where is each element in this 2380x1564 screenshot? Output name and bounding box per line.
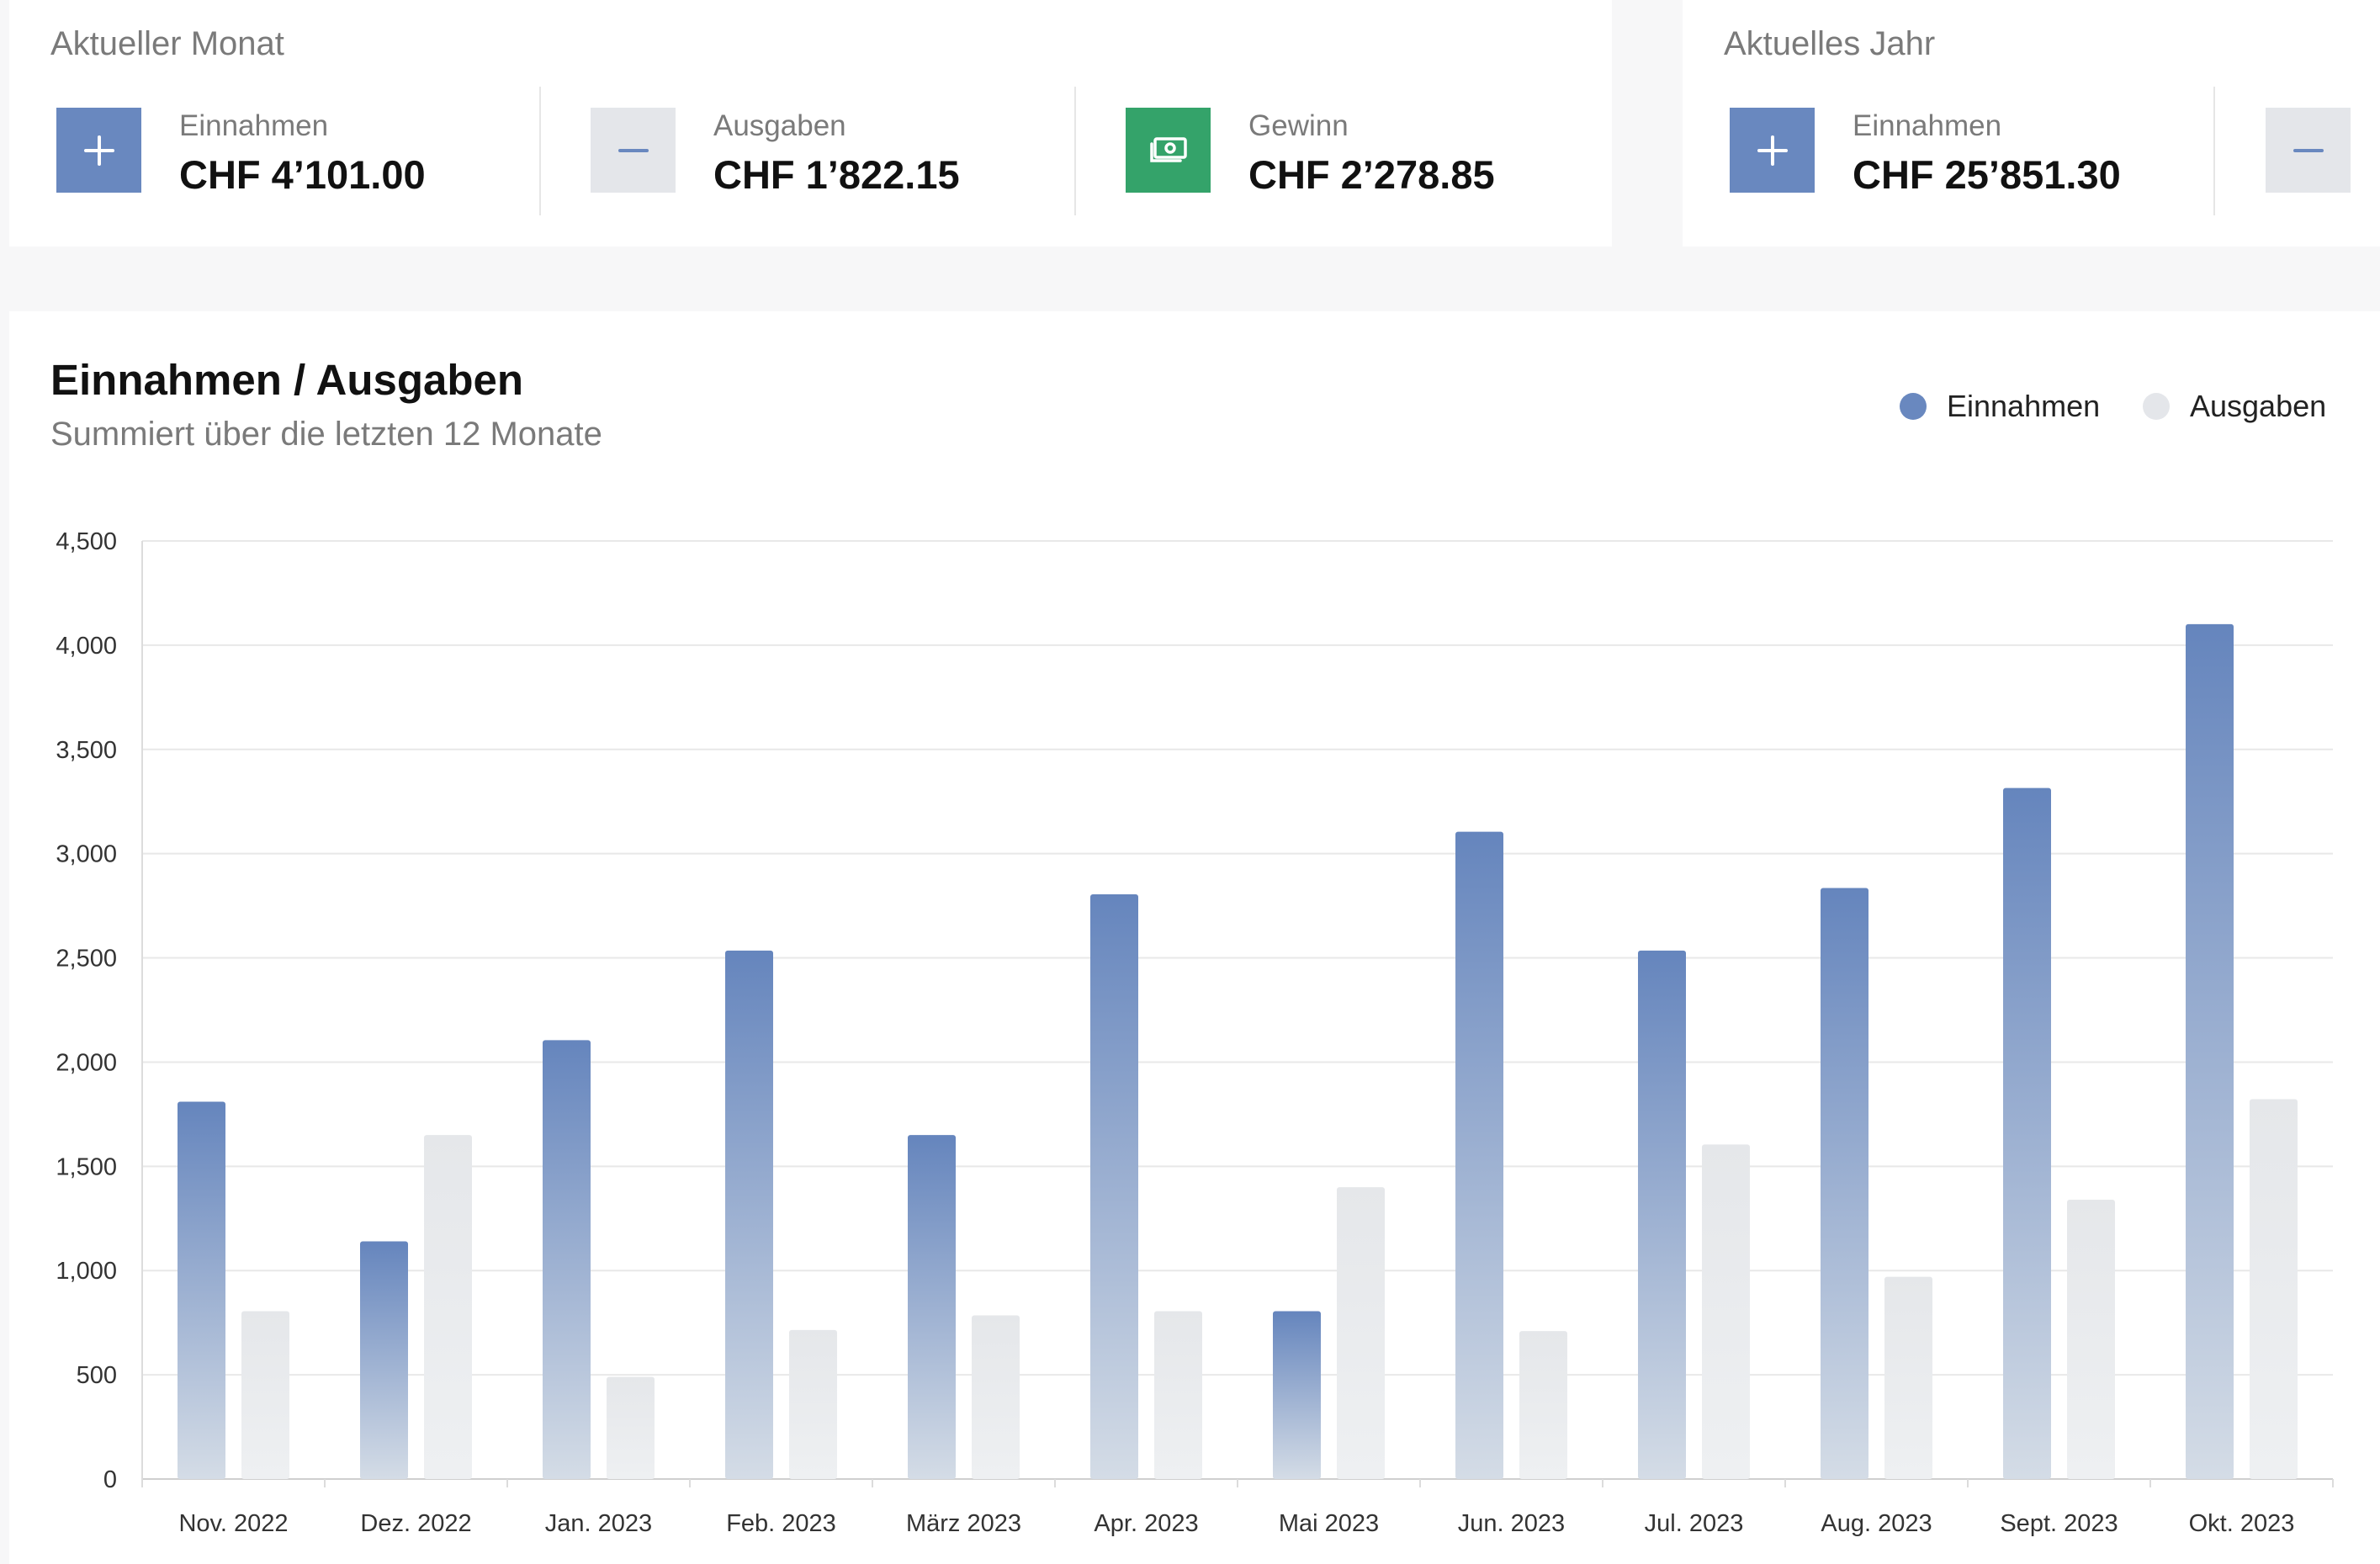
month-profit-stat: Gewinn CHF 2’278.85 (1126, 84, 1630, 217)
bar-expenses[interactable] (1884, 1276, 1932, 1479)
current-year-title: Aktuelles Jahr (1724, 25, 1936, 62)
month-expenses-value: CHF 1’822.15 (713, 152, 960, 197)
month-expenses-stat: Ausgaben CHF 1’822.15 (591, 84, 1095, 217)
plus-icon (1730, 108, 1815, 193)
bar-income[interactable] (725, 950, 773, 1479)
divider (539, 87, 541, 215)
minus-icon (591, 108, 676, 193)
y-tick-label: 0 (103, 1466, 117, 1493)
bar-expenses[interactable] (1702, 1144, 1750, 1479)
legend-dot-expenses (2143, 393, 2170, 420)
x-tick-label: Feb. 2023 (726, 1510, 836, 1537)
y-tick-label: 3,500 (56, 737, 117, 764)
y-tick-label: 1,000 (56, 1258, 117, 1285)
y-tick-label: 4,000 (56, 633, 117, 660)
year-income-value: CHF 25’851.30 (1853, 152, 2121, 197)
y-tick-label: 500 (77, 1362, 117, 1389)
bar-expenses[interactable] (424, 1135, 472, 1479)
legend-item-income[interactable]: Einnahmen (1900, 389, 2100, 424)
bar-income[interactable] (1638, 950, 1686, 1479)
bar-income[interactable] (360, 1241, 408, 1479)
x-tick-label: März 2023 (906, 1510, 1021, 1537)
legend-label-income: Einnahmen (1947, 389, 2101, 423)
bar-expenses[interactable] (972, 1315, 1020, 1479)
plus-icon (56, 108, 141, 193)
bar-income[interactable] (1273, 1311, 1321, 1479)
month-income-label: Einnahmen (179, 109, 329, 142)
legend-item-expenses[interactable]: Ausgaben (2143, 389, 2326, 424)
bar-expenses[interactable] (607, 1376, 655, 1479)
bar-expenses[interactable] (1519, 1331, 1567, 1479)
x-tick-label: Nov. 2022 (178, 1510, 288, 1537)
y-tick-label: 3,000 (56, 841, 117, 868)
x-tick-label: Mai 2023 (1279, 1510, 1379, 1537)
bar-income[interactable] (1821, 888, 1868, 1479)
divider (2213, 87, 2215, 215)
y-tick-label: 2,500 (56, 946, 117, 973)
month-profit-label: Gewinn (1248, 109, 1349, 142)
bar-income[interactable] (2003, 787, 2051, 1479)
x-tick-label: Jan. 2023 (545, 1510, 652, 1537)
divider (1074, 87, 1076, 215)
x-tick-label: Dez. 2022 (360, 1510, 471, 1537)
current-month-title: Aktueller Monat (50, 25, 284, 62)
bar-income[interactable] (1455, 831, 1503, 1479)
year-expenses-stat (2266, 84, 2380, 217)
x-tick-label: Okt. 2023 (2189, 1510, 2295, 1537)
bar-expenses[interactable] (241, 1311, 289, 1479)
y-tick-label: 2,000 (56, 1049, 117, 1076)
chart-title: Einnahmen / Ausgaben (50, 356, 524, 404)
x-tick-label: Aug. 2023 (1821, 1510, 1932, 1537)
income-expenses-chart-card: Einnahmen / Ausgaben Summiert über die l… (9, 311, 2380, 1564)
y-tick-label: 1,500 (56, 1153, 117, 1180)
x-tick-label: Sept. 2023 (2000, 1510, 2118, 1537)
bar-income[interactable] (908, 1135, 956, 1479)
bar-income[interactable] (178, 1101, 225, 1479)
bar-expenses[interactable] (789, 1329, 837, 1479)
bar-expenses[interactable] (1337, 1187, 1385, 1479)
current-year-panel: Aktuelles Jahr Einnahmen CHF 25’851.30 (1683, 0, 2380, 247)
y-tick-label: 4,500 (56, 528, 117, 555)
chart-subtitle: Summiert über die letzten 12 Monate (50, 416, 602, 453)
month-income-value: CHF 4’101.00 (179, 152, 426, 197)
x-tick-label: Apr. 2023 (1094, 1510, 1198, 1537)
legend-dot-income (1900, 393, 1927, 420)
year-income-label: Einnahmen (1853, 109, 2002, 142)
bar-expenses[interactable] (1154, 1311, 1202, 1479)
legend-label-expenses: Ausgaben (2190, 389, 2327, 423)
minus-icon (2266, 108, 2351, 193)
bar-expenses[interactable] (2067, 1199, 2115, 1479)
banknote-icon (1126, 108, 1211, 193)
month-profit-value: CHF 2’278.85 (1248, 152, 1495, 197)
bar-chart: 0 500 1,000 1,500 2,000 2,500 3,000 3,500 4,000 4… (56, 528, 2334, 1537)
bar-income[interactable] (1090, 893, 1138, 1479)
bar-income[interactable] (543, 1040, 591, 1479)
bar-expenses[interactable] (2250, 1099, 2298, 1479)
bar-income[interactable] (2186, 623, 2234, 1479)
month-income-stat: Einnahmen CHF 4’101.00 (56, 84, 561, 217)
x-tick-label: Jun. 2023 (1458, 1510, 1565, 1537)
x-tick-label: Jul. 2023 (1645, 1510, 1744, 1537)
current-month-panel: Aktueller Monat Einnahmen CHF 4’101.00 A… (9, 0, 1612, 247)
year-income-stat: Einnahmen CHF 25’851.30 (1730, 84, 2234, 217)
month-expenses-label: Ausgaben (713, 109, 846, 142)
